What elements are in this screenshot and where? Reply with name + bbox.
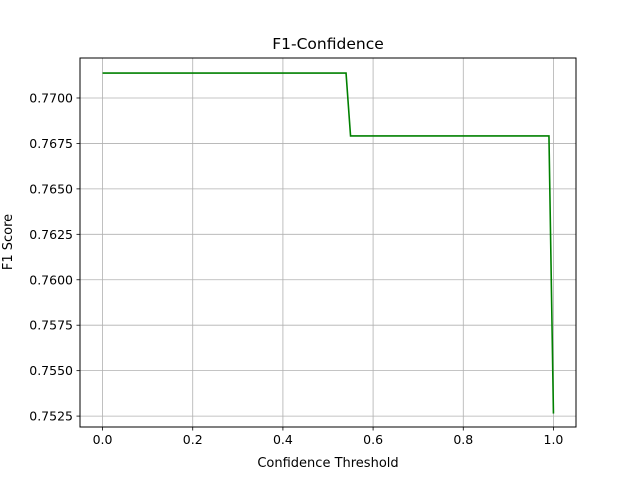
series-layer <box>102 72 555 414</box>
y-tick-label: 0.7550 <box>29 363 73 378</box>
y-ticks: 0.7525 0.7550 0.7575 0.7600 0.7625 0.7650 0.76… <box>29 90 80 424</box>
y-tick-label: 0.7575 <box>29 318 73 333</box>
y-tick-label: 0.7625 <box>29 227 73 242</box>
x-tick-label: 0.4 <box>273 432 293 447</box>
y-tick-label: 0.7650 <box>29 181 73 196</box>
y-tick-label: 0.7700 <box>29 90 73 105</box>
y-tick-label: 0.7600 <box>29 272 73 287</box>
x-tick-label: 0.0 <box>93 432 113 447</box>
x-tick-label: 0.6 <box>363 432 383 447</box>
plot-frame <box>79 57 577 428</box>
x-tick-label: 0.8 <box>453 432 473 447</box>
x-ticks: 0.0 0.2 0.4 0.6 0.8 1.0 <box>93 427 564 447</box>
x-tick-label: 0.2 <box>183 432 203 447</box>
y-tick-label: 0.7525 <box>29 409 73 424</box>
y-axis-label: F1 Score <box>1 214 16 270</box>
x-axis-label: Confidence Threshold <box>257 456 398 471</box>
grid-lines <box>80 58 576 427</box>
f1-series-line <box>102 72 555 414</box>
x-tick-label: 1.0 <box>544 432 564 447</box>
chart-title: F1-Confidence <box>272 35 384 53</box>
y-tick-label: 0.7675 <box>29 136 73 151</box>
